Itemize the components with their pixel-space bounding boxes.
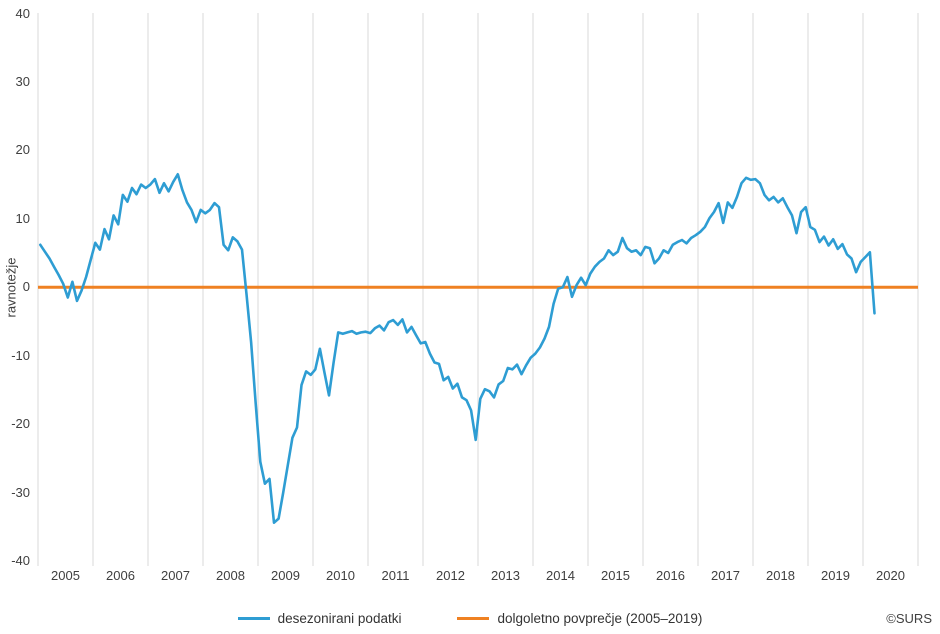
legend-item-series: desezonirani podatki	[237, 611, 402, 626]
y-tick-label: 20	[15, 142, 30, 158]
y-axis-title: ravnotežje	[3, 257, 19, 318]
legend-label-series: desezonirani podatki	[277, 611, 402, 626]
legend-line-swatch-average	[457, 617, 490, 620]
y-tick-label: 10	[15, 210, 30, 226]
x-year-label: 2009	[271, 568, 300, 583]
x-tick-marks	[37, 561, 919, 566]
x-year-label: 2006	[106, 568, 135, 583]
x-year-label: 2011	[381, 568, 410, 583]
x-year-label: 2012	[436, 568, 465, 583]
legend: desezonirani podatki dolgoletno povprečj…	[0, 611, 940, 626]
x-year-label: 2015	[601, 568, 630, 583]
series-line	[39, 173, 876, 524]
x-year-label: 2019	[821, 568, 850, 583]
y-tick-label: -30	[11, 484, 30, 500]
x-year-label: 2018	[766, 568, 795, 583]
legend-line-swatch-series	[237, 617, 270, 620]
source-credit: ©SURS	[886, 611, 932, 626]
x-year-label: 2020	[876, 568, 905, 583]
x-year-label: 2008	[216, 568, 245, 583]
x-year-label: 2017	[711, 568, 740, 583]
y-tick-label: 30	[15, 73, 30, 89]
y-tick-label: -20	[11, 416, 30, 432]
x-year-label: 2010	[326, 568, 355, 583]
x-year-label: 2016	[656, 568, 685, 583]
x-year-label: 2014	[546, 568, 575, 583]
x-year-label: 2007	[161, 568, 190, 583]
y-tick-label: 40	[15, 5, 30, 21]
legend-label-average: dolgoletno povprečje (2005–2019)	[497, 611, 703, 626]
y-tick-label: 0	[22, 279, 30, 295]
x-year-label: 2005	[51, 568, 80, 583]
x-year-label: 2013	[491, 568, 520, 583]
legend-item-average: dolgoletno povprečje (2005–2019)	[457, 611, 702, 626]
y-tick-label: -10	[11, 347, 30, 363]
y-tick-label: -40	[11, 553, 30, 568]
